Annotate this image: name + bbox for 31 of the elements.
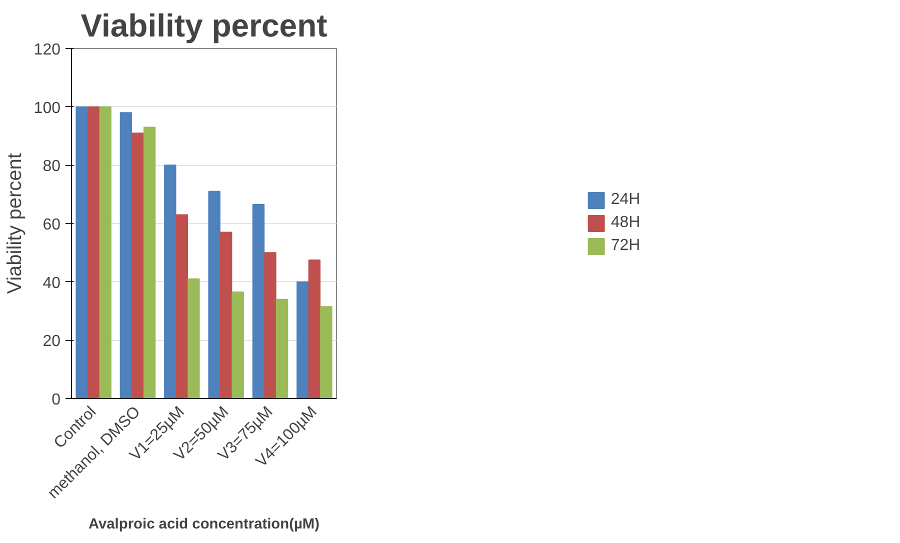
chart-title: Viability percent [80,8,328,44]
bar [188,278,200,398]
bar [120,112,132,398]
bar [220,232,232,398]
bar [176,214,188,398]
bar [99,106,112,398]
y-axis-title: Viability percent [4,152,26,294]
bar [276,298,288,398]
legend-label: 72H [610,237,640,255]
y-tick-label: 0 [52,392,61,408]
bar [164,164,176,398]
y-tick-label: 80 [42,158,61,176]
y-tick-label: 120 [34,42,61,58]
bar [296,281,309,398]
y-tick-label: 60 [42,216,61,234]
y-tick-label: 20 [42,333,61,350]
bar [264,252,276,398]
legend-label: 48H [610,214,640,232]
bar [76,106,88,398]
x-axis-title: Avalproic acid concentration(µM) [88,516,320,532]
y-tick-label: 100 [34,100,61,117]
legend-label: 24H [610,191,640,209]
bar [320,306,332,398]
bar [87,106,100,398]
bar [132,132,144,398]
bar [252,204,265,398]
bar [232,292,244,398]
bar [308,259,321,398]
bar [143,126,156,398]
bar [208,190,220,398]
y-tick-label: 40 [42,274,61,292]
